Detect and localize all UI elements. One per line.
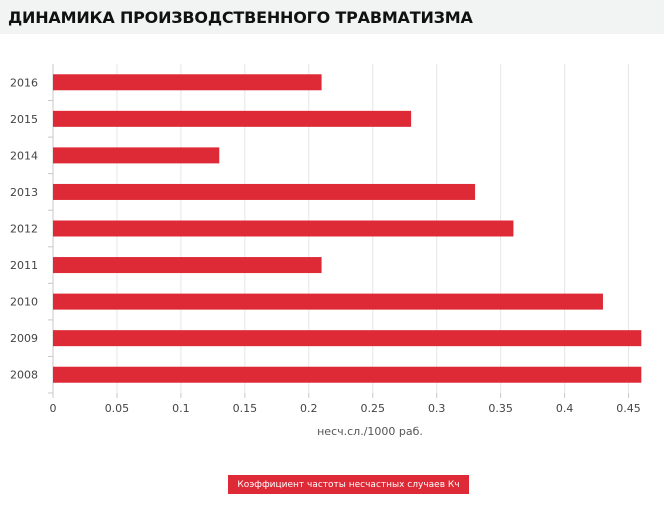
bar	[53, 257, 322, 274]
y-tick-label: 2013	[10, 186, 38, 199]
bar	[53, 147, 220, 164]
x-tick-label: 0.15	[233, 402, 258, 415]
x-tick-label: 0.3	[428, 402, 446, 415]
legend-label: Коэффициент частоты несчастных случаев К…	[237, 479, 460, 490]
bar	[53, 220, 514, 237]
y-tick-label: 2015	[10, 113, 38, 126]
x-tick-label: 0.05	[105, 402, 130, 415]
y-tick-label: 2011	[10, 259, 38, 272]
bar	[53, 74, 322, 91]
legend-item[interactable]: Коэффициент частоты несчастных случаев К…	[228, 475, 469, 494]
y-tick-label: 2008	[10, 369, 38, 382]
x-tick-label: 0	[50, 402, 57, 415]
y-tick-label: 2014	[10, 149, 38, 162]
y-tick-label: 2016	[10, 76, 38, 89]
x-axis-title: несч.сл./1000 раб.	[317, 425, 423, 438]
bar	[53, 293, 603, 310]
bar	[53, 183, 476, 200]
y-tick-label: 2012	[10, 223, 38, 236]
x-tick-label: 0.25	[361, 402, 386, 415]
y-tick-label: 2009	[10, 332, 38, 345]
bar	[53, 110, 412, 127]
x-tick-label: 0.1	[172, 402, 190, 415]
x-tick-label: 0.2	[300, 402, 318, 415]
page-title: ДИНАМИКА ПРОИЗВОДСТВЕННОГО ТРАВМАТИЗМА	[8, 8, 473, 27]
x-tick-label: 0.35	[488, 402, 513, 415]
bar	[53, 330, 642, 347]
x-tick-label: 0.45	[616, 402, 641, 415]
y-tick-label: 2010	[10, 296, 38, 309]
x-tick-label: 0.4	[556, 402, 574, 415]
bar	[53, 366, 642, 383]
page-header: ДИНАМИКА ПРОИЗВОДСТВЕННОГО ТРАВМАТИЗМА	[0, 0, 664, 34]
